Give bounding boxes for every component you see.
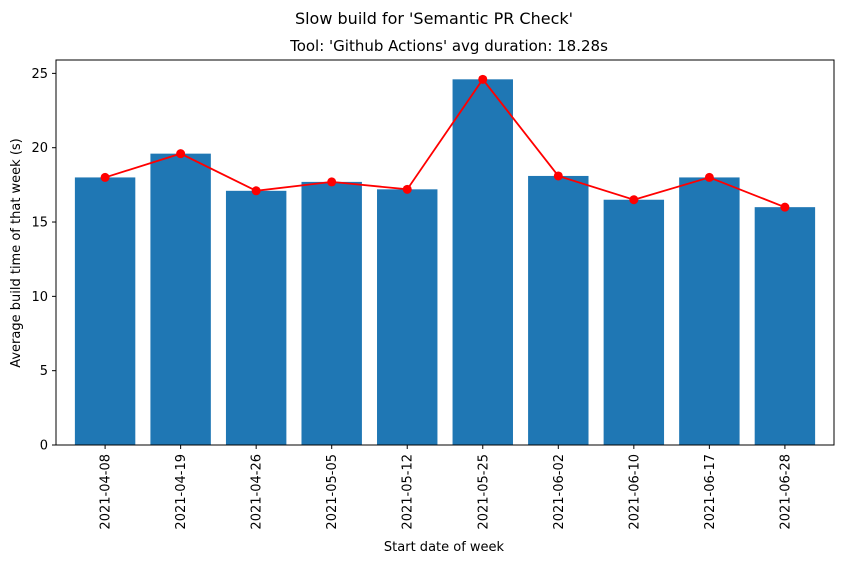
y-tick-label: 0	[40, 439, 48, 454]
line-point	[100, 172, 110, 182]
y-tick-label: 10	[31, 290, 48, 305]
y-axis-label: Average build time of that week (s)	[9, 138, 24, 368]
bar	[679, 177, 740, 445]
bar	[74, 177, 136, 445]
bar	[150, 153, 211, 445]
x-tick-label: 2021-05-05	[325, 454, 340, 530]
line-point	[780, 202, 790, 212]
x-tick-label: 2021-06-17	[703, 454, 718, 530]
x-tick-label: 2021-04-26	[250, 454, 265, 530]
y-axis: 0 5 10 15 20 25	[31, 67, 56, 454]
x-tick-label: 2021-04-08	[99, 454, 114, 530]
bar	[603, 199, 665, 445]
chart-suptitle: Slow build for 'Semantic PR Check'	[295, 9, 573, 28]
x-tick-label: 2021-05-12	[401, 454, 416, 530]
bar	[452, 79, 513, 445]
x-axis-label: Start date of week	[384, 540, 505, 555]
plot-frame	[55, 59, 835, 446]
x-axis: 2021-04-08 2021-04-19 2021-04-26 2021-05-05…	[99, 445, 793, 530]
x-tick-label: 2021-05-25	[476, 454, 491, 530]
bar	[528, 175, 589, 445]
line-point	[553, 171, 563, 181]
line-point	[478, 74, 488, 84]
line-point	[327, 177, 337, 187]
x-tick-label: 2021-06-02	[552, 454, 567, 530]
bar	[225, 190, 287, 445]
chart-title: Tool: 'Github Actions' avg duration: 18.…	[289, 37, 608, 55]
bar	[301, 181, 362, 445]
line-point	[251, 186, 261, 196]
line-point	[629, 195, 639, 205]
x-tick-label: 2021-04-19	[174, 454, 189, 530]
x-tick-label: 2021-06-28	[778, 454, 793, 530]
bar	[754, 207, 816, 445]
line-point	[176, 149, 186, 159]
line-point	[402, 184, 412, 194]
x-tick-label: 2021-06-10	[627, 454, 642, 530]
bar	[377, 189, 438, 445]
y-tick-label: 15	[31, 216, 48, 231]
y-tick-label: 25	[31, 67, 48, 82]
bars-group	[74, 79, 816, 445]
y-tick-label: 5	[40, 364, 48, 379]
line-point	[704, 172, 714, 182]
line-group	[100, 74, 790, 212]
y-tick-label: 20	[31, 141, 48, 156]
series-line	[104, 77, 786, 208]
